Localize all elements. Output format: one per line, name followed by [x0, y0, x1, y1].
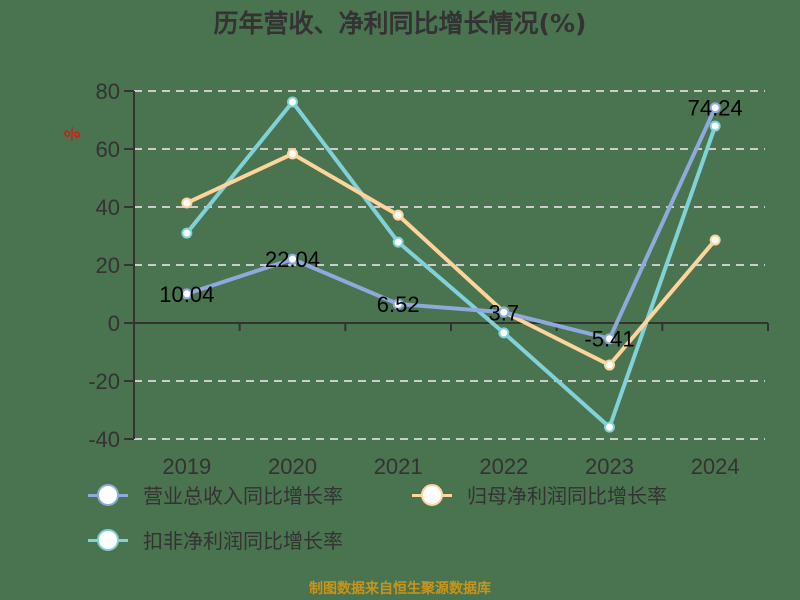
y-tick-label: 80	[96, 79, 120, 104]
data-point[interactable]	[604, 421, 615, 433]
data-point[interactable]	[604, 333, 615, 345]
data-label: 22.04	[265, 247, 320, 272]
legend-dot	[421, 483, 443, 506]
legend-label: 营业总收入同比增长率	[143, 484, 343, 508]
data-point[interactable]	[709, 102, 721, 114]
y-tick-label: -20	[88, 369, 120, 394]
legend-dot	[97, 483, 119, 506]
data-point[interactable]	[498, 306, 510, 318]
data-label: 3.7	[489, 300, 520, 325]
data-point[interactable]	[392, 298, 404, 310]
legend-item-revenue[interactable]: 营业总收入同比增长率	[88, 480, 343, 509]
legend-item-net-profit[interactable]: 归母净利润同比增长率	[412, 480, 667, 509]
source-note: 制图数据来自恒生聚源数据库	[309, 581, 491, 597]
data-point[interactable]	[392, 209, 404, 221]
x-tick-label: 2019	[162, 454, 211, 479]
series-line	[185, 151, 717, 368]
data-point[interactable]	[181, 288, 193, 300]
chart-title: 历年营收、净利同比增长情况(%)	[213, 9, 587, 38]
legend-label: 归母净利润同比增长率	[467, 484, 667, 508]
x-tick-label: 2024	[691, 454, 740, 479]
x-tick-label: 2020	[268, 454, 317, 479]
y-tick-label: 60	[96, 137, 120, 162]
data-point[interactable]	[181, 227, 193, 239]
data-point[interactable]	[604, 359, 615, 371]
data-point[interactable]	[181, 197, 193, 209]
legend-marker-icon	[88, 483, 128, 507]
legend-marker-icon	[412, 483, 452, 507]
legend-marker-icon	[88, 528, 128, 552]
data-label: -5.41	[584, 327, 634, 352]
data-point[interactable]	[287, 253, 298, 265]
data-label: 6.52	[377, 292, 420, 317]
series-line	[185, 98, 718, 431]
data-point[interactable]	[709, 234, 721, 246]
data-point[interactable]	[287, 148, 298, 160]
y-tick-label: 40	[96, 195, 120, 220]
data-point[interactable]	[709, 120, 721, 132]
data-point[interactable]	[287, 96, 298, 108]
legend-label: 扣非净利润同比增长率	[143, 529, 343, 553]
y-tick-label: 20	[96, 253, 120, 278]
data-label: 10.04	[159, 282, 214, 307]
data-point[interactable]	[498, 327, 510, 339]
y-tick-label: -40	[88, 427, 120, 452]
legend-dot	[97, 528, 119, 551]
y-tick-label: 0	[108, 311, 120, 336]
x-tick-label: 2022	[479, 454, 528, 479]
data-label: 74.24	[688, 96, 743, 121]
series-line	[186, 106, 717, 342]
y-unit-label: %	[61, 122, 84, 146]
legend-item-deducted-profit[interactable]: 扣非净利润同比增长率	[88, 525, 343, 554]
data-point[interactable]	[392, 236, 404, 248]
x-tick-label: 2021	[374, 454, 423, 479]
x-tick-label: 2023	[585, 454, 634, 479]
